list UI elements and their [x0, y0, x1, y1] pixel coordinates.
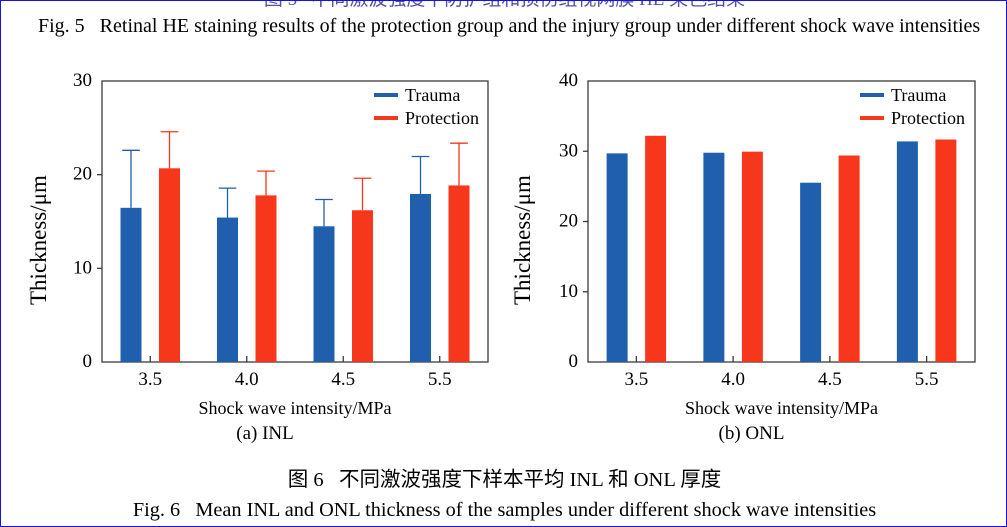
- svg-text:4.0: 4.0: [721, 369, 745, 390]
- svg-text:10: 10: [73, 257, 92, 278]
- svg-text:40: 40: [559, 70, 578, 91]
- svg-text:0: 0: [569, 351, 579, 372]
- svg-text:5.5: 5.5: [428, 369, 452, 390]
- svg-text:20: 20: [559, 211, 578, 232]
- svg-text:30: 30: [559, 140, 578, 161]
- svg-text:0: 0: [83, 351, 93, 372]
- svg-text:4.5: 4.5: [818, 369, 842, 390]
- svg-text:20: 20: [73, 164, 92, 185]
- svg-text:5.5: 5.5: [915, 369, 939, 390]
- svg-text:3.5: 3.5: [138, 369, 162, 390]
- svg-text:10: 10: [559, 281, 578, 302]
- svg-text:4.5: 4.5: [331, 369, 355, 390]
- svg-text:4.0: 4.0: [235, 369, 259, 390]
- svg-text:30: 30: [73, 70, 92, 91]
- svg-text:3.5: 3.5: [625, 369, 649, 390]
